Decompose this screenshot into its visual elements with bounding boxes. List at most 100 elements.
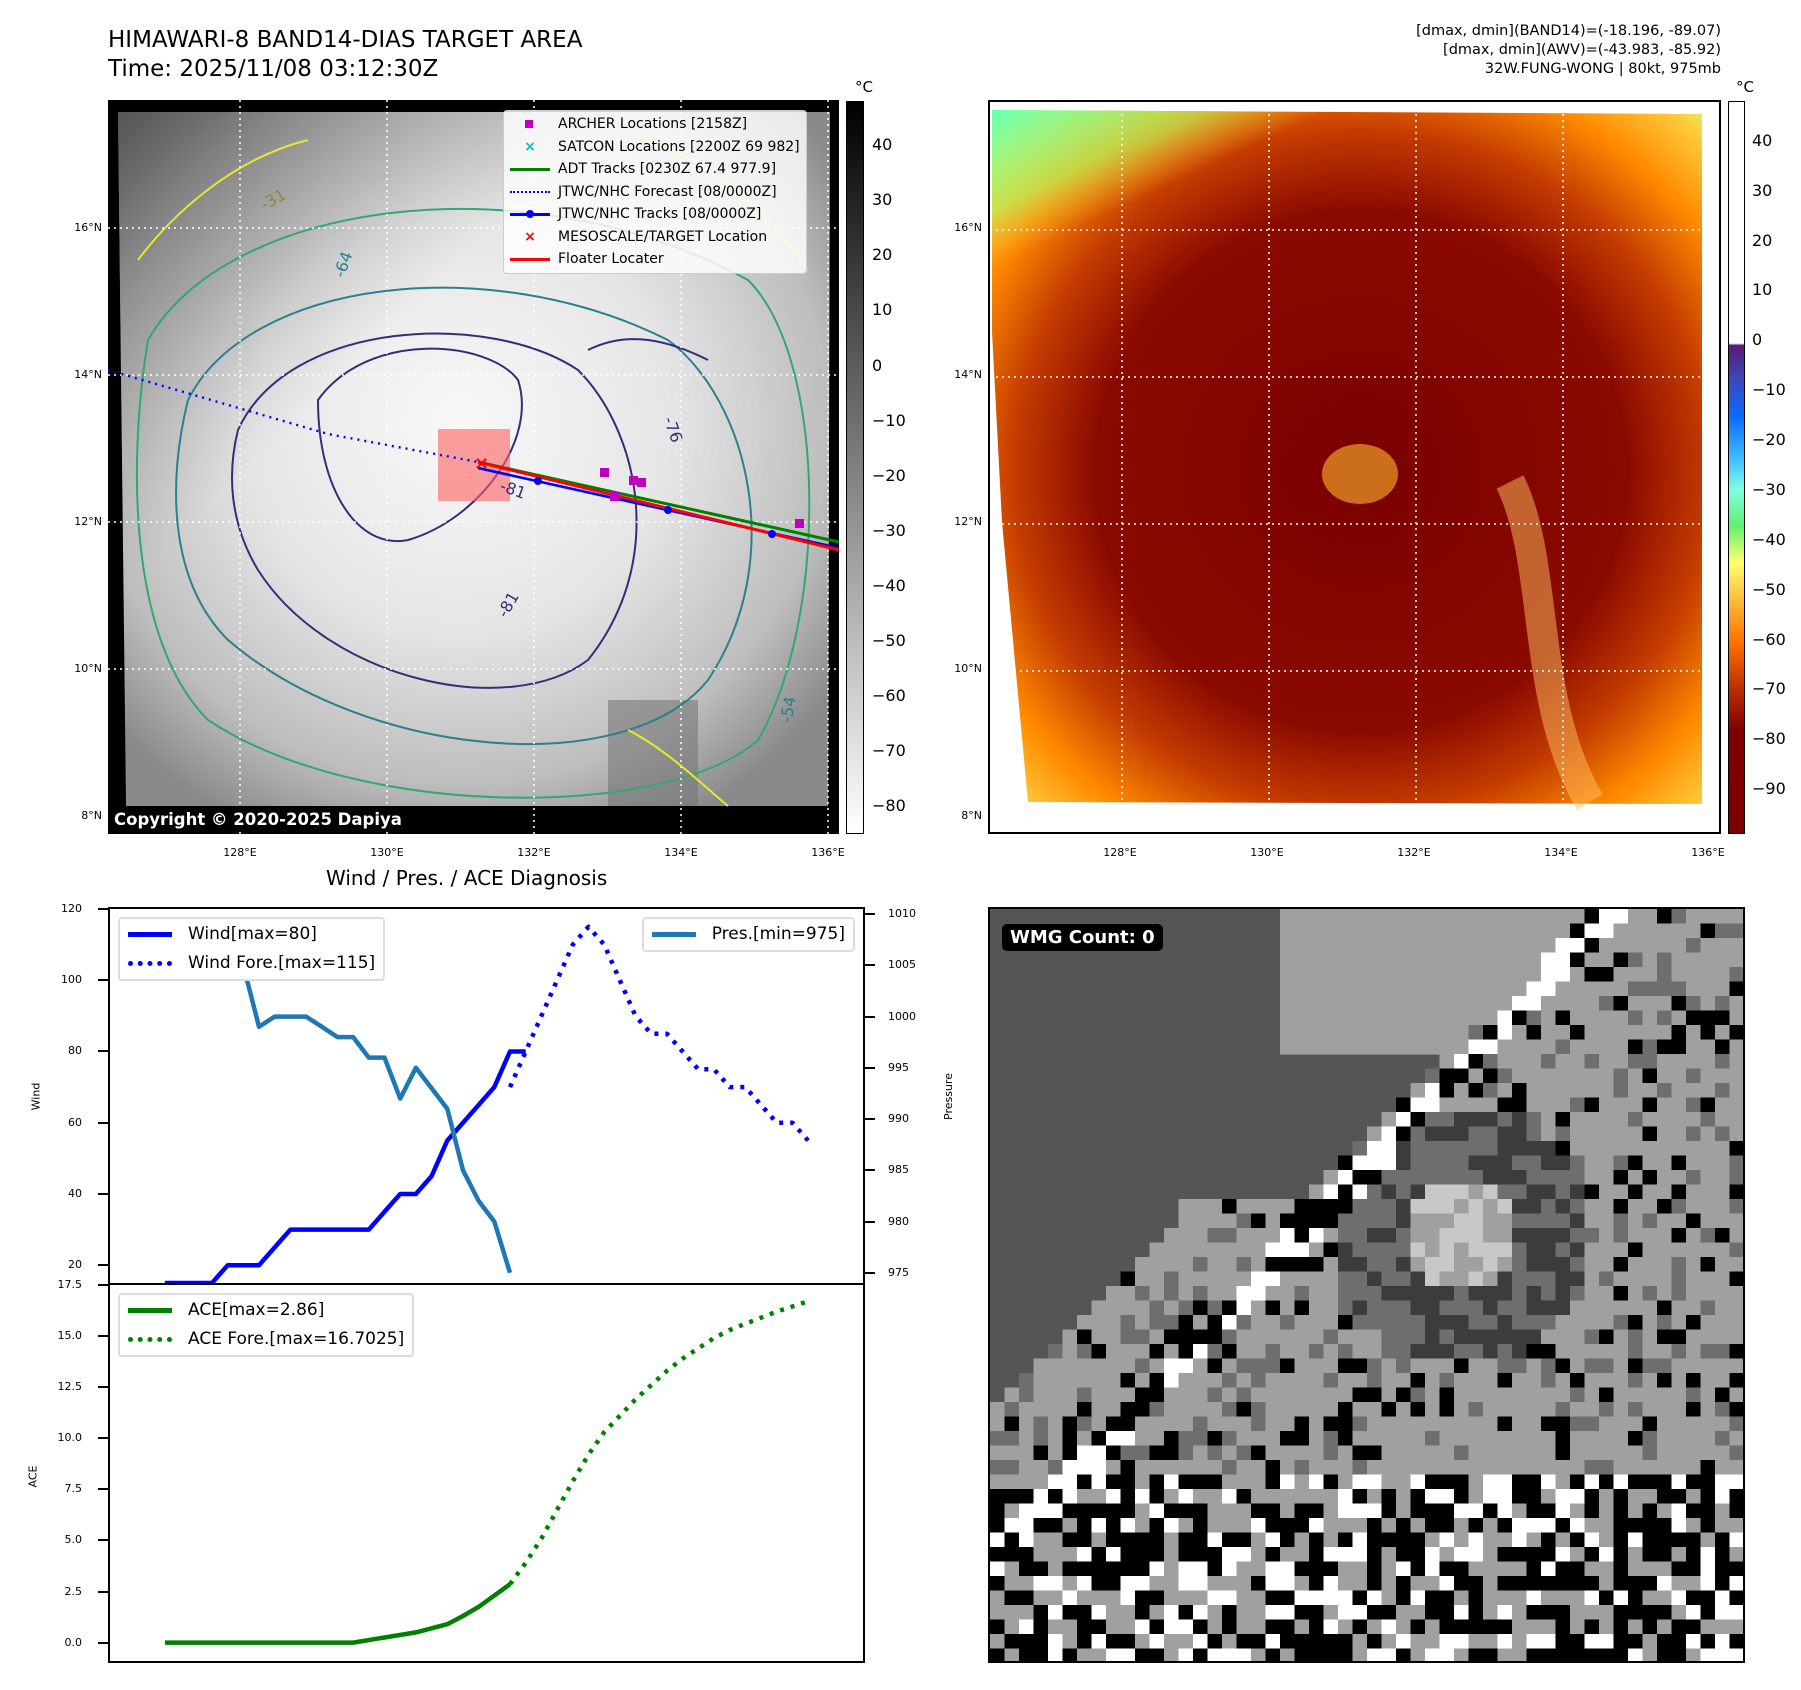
wmg-cell: [1033, 1576, 1049, 1592]
wmg-cell: [1323, 1576, 1339, 1592]
wmg-cell: [1410, 1300, 1426, 1316]
wmg-cell: [1657, 1300, 1673, 1316]
wmg-cell: [1729, 1518, 1743, 1534]
wmg-cell: [1410, 1402, 1426, 1418]
wmg-cell: [1381, 1329, 1397, 1345]
wmg-cell: [1700, 1126, 1716, 1142]
wmg-cell: [1265, 1532, 1281, 1548]
wmg-cell: [1410, 1141, 1426, 1157]
wmg-cell: [1178, 1329, 1194, 1345]
wmg-cell: [1294, 1576, 1310, 1592]
wmg-cell: [1671, 1170, 1687, 1186]
wmg-cell: [1555, 1286, 1571, 1302]
wmg-cell: [1439, 967, 1455, 983]
wmg-cell: [1483, 1344, 1499, 1360]
wmg-cell: [1526, 1184, 1542, 1200]
wmg-cell: [1294, 938, 1310, 954]
wmg-cell: [1657, 1605, 1673, 1621]
wind-pressure-chart[interactable]: Wind[max=80] Wind Fore.[max=115] Pres.[m…: [108, 907, 865, 1285]
wmg-panel[interactable]: WMG Count: 0: [988, 907, 1745, 1663]
colorbar-tick-label: −50: [1752, 579, 1786, 599]
wmg-cell: [1657, 909, 1673, 925]
wmg-cell: [1642, 1257, 1658, 1273]
wmg-cell: [1570, 1489, 1586, 1505]
wmg-cell: [1700, 1445, 1716, 1461]
wmg-cell: [1178, 1271, 1194, 1287]
wmg-cell: [1222, 1402, 1238, 1418]
wmg-cell: [1410, 1619, 1426, 1635]
wmg-cell: [1729, 952, 1743, 968]
colorbar-tick-label: −70: [1752, 679, 1786, 699]
wmg-cell: [1222, 1344, 1238, 1360]
wmg-cell: [1338, 1010, 1354, 1026]
wmg-cell: [1338, 1576, 1354, 1592]
wmg-cell: [1628, 1489, 1644, 1505]
wmg-cell: [1584, 1184, 1600, 1200]
wmg-cell: [1222, 1590, 1238, 1606]
wmg-cell: [1410, 981, 1426, 997]
wmg-cell: [1265, 1445, 1281, 1461]
wmg-cell: [1164, 1503, 1180, 1519]
wmg-cell: [1062, 1648, 1078, 1661]
wmg-cell: [1512, 1489, 1528, 1505]
line-icon: [510, 252, 550, 266]
wmg-cell: [1468, 1547, 1484, 1563]
wmg-cell: [1468, 1561, 1484, 1577]
wmg-cell: [1280, 938, 1296, 954]
wmg-cell: [1584, 1619, 1600, 1635]
ace-chart[interactable]: ACE[max=2.86] ACE Fore.[max=16.7025]: [108, 1283, 865, 1663]
wmg-cell: [1367, 1489, 1383, 1505]
wmg-cell: [1425, 952, 1441, 968]
wmg-cell: [1729, 1358, 1743, 1374]
wmg-cell: [1149, 1257, 1165, 1273]
wmg-cell: [1613, 1329, 1629, 1345]
wmg-cell: [1091, 1489, 1107, 1505]
wmg-cell: [1454, 938, 1470, 954]
wmg-cell: [1338, 981, 1354, 997]
wmg-cell: [1541, 909, 1557, 925]
wmg-cell: [1671, 1402, 1687, 1418]
wmg-cell: [1657, 1445, 1673, 1461]
wmg-cell: [1396, 1039, 1412, 1055]
wmg-cell: [1164, 1605, 1180, 1621]
wmg-cell: [1454, 1155, 1470, 1171]
wmg-cell: [1613, 1054, 1629, 1070]
wmg-cell: [1599, 1445, 1615, 1461]
wmg-cell: [1642, 923, 1658, 939]
wmg-cell: [1280, 1387, 1296, 1403]
wmg-cell: [1106, 1590, 1122, 1606]
wmg-cell: [1439, 1271, 1455, 1287]
lon-tick-label: 132°E: [1397, 846, 1431, 859]
wmg-cell: [1526, 1576, 1542, 1592]
ir-satellite-map[interactable]: × ARCHER Locations [2158Z] × SATCON Locat…: [108, 100, 839, 834]
wmg-cell: [1193, 1213, 1209, 1229]
wmg-cell: [1396, 1547, 1412, 1563]
wmg-cell: [1628, 1358, 1644, 1374]
wmg-cell: [1526, 967, 1542, 983]
wmg-cell: [1715, 1315, 1731, 1331]
wmg-cell: [1439, 1286, 1455, 1302]
lon-tick-label: 128°E: [223, 846, 257, 859]
wmg-cell: [1164, 1619, 1180, 1635]
wmg-cell: [1062, 1445, 1078, 1461]
copyright-notice: Copyright © 2020-2025 Dapiya: [108, 808, 408, 831]
wmg-cell: [1265, 1300, 1281, 1316]
wmg-cell: [1048, 1547, 1064, 1563]
wmg-cell: [1715, 1489, 1731, 1505]
wmg-cell: [1541, 1605, 1557, 1621]
wmg-cell: [1135, 1460, 1151, 1476]
wmg-cell: [1584, 1242, 1600, 1258]
wmg-cell: [1019, 1532, 1035, 1548]
wmg-cell: [1033, 1634, 1049, 1650]
wmg-cell: [1048, 1431, 1064, 1447]
wmg-cell: [1280, 1257, 1296, 1273]
wmg-cell: [1497, 1068, 1513, 1084]
awv-map[interactable]: [988, 100, 1721, 834]
wmg-cell: [1715, 1039, 1731, 1055]
wmg-cell: [1410, 1503, 1426, 1519]
wmg-cell: [1338, 1271, 1354, 1287]
wmg-cell: [1584, 1068, 1600, 1084]
wind-axis-label: Wind: [29, 1082, 43, 1111]
wmg-cell: [1251, 1474, 1267, 1490]
wmg-cell: [1294, 1402, 1310, 1418]
